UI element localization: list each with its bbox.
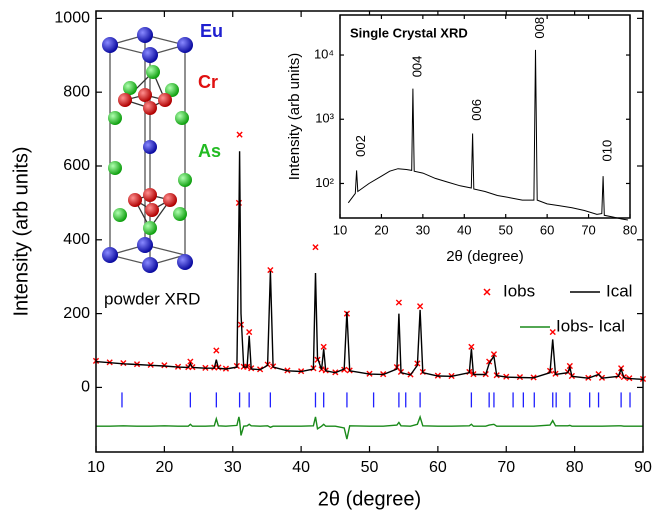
data-point <box>395 299 402 306</box>
data-point <box>320 343 327 350</box>
legend-label: Iobs- Ical <box>556 316 625 335</box>
data-point <box>161 362 168 369</box>
data-point <box>187 358 194 365</box>
x-tick-label: 10 <box>87 459 105 476</box>
x-tick-label: 80 <box>623 222 637 237</box>
x-tick-label: 90 <box>634 459 652 476</box>
y-tick-label: 400 <box>63 231 90 248</box>
data-point <box>490 351 498 358</box>
legend-label: Iobs <box>503 281 535 300</box>
x-tick-label: 80 <box>566 459 584 476</box>
data-point <box>468 343 475 350</box>
x-tick-label: 30 <box>224 459 242 476</box>
data-point <box>213 347 220 354</box>
y-tick-label: 10⁴ <box>314 46 334 61</box>
x-tick-label: 50 <box>498 222 512 237</box>
atom-label: Eu <box>200 21 223 41</box>
legend-label: Ical <box>606 281 632 300</box>
data-point <box>312 244 319 251</box>
peak-label: 010 <box>600 140 615 162</box>
x-tick-label: 30 <box>416 222 430 237</box>
y-tick-label: 800 <box>63 83 90 100</box>
y-tick-label: 200 <box>63 305 90 322</box>
x-tick-label: 10 <box>333 222 347 237</box>
atom-label: As <box>198 141 221 161</box>
data-point <box>120 359 127 367</box>
atom-label: Cr <box>198 72 218 92</box>
x-tick-label: 40 <box>457 222 471 237</box>
data-point <box>267 266 274 274</box>
frame <box>95 10 644 453</box>
x-axis-label: 2θ (degree) <box>318 488 421 510</box>
x-tick-label: 70 <box>497 459 515 476</box>
y-tick-label: 10³ <box>315 111 334 126</box>
x-tick-label: 60 <box>429 459 447 476</box>
plot-area <box>340 15 630 218</box>
x-tick-label: 20 <box>155 459 173 476</box>
data-point <box>246 328 253 336</box>
frame <box>339 14 631 219</box>
data-point <box>549 328 556 336</box>
peak-label: 004 <box>409 56 424 78</box>
data-point <box>417 303 424 310</box>
x-tick-label: 50 <box>361 459 379 476</box>
y-tick-label: 1000 <box>54 10 90 27</box>
data-line <box>347 49 628 221</box>
y-axis-label: Intensity (arb units) <box>10 146 32 316</box>
annotation: powder XRD <box>104 289 200 308</box>
x-tick-label: 40 <box>292 459 310 476</box>
crystal-structure <box>102 27 193 273</box>
y-tick-label: 10² <box>315 175 334 190</box>
data-line <box>95 151 644 380</box>
y-axis-label: Intensity (arb units) <box>286 53 303 181</box>
y-tick-label: 600 <box>63 157 90 174</box>
data-line <box>96 414 643 440</box>
x-tick-label: 60 <box>540 222 554 237</box>
peak-label: 008 <box>532 17 547 39</box>
x-tick-label: 70 <box>581 222 595 237</box>
x-axis-label: 2θ (degree) <box>446 248 524 265</box>
data-point <box>236 131 243 138</box>
peak-label: 006 <box>469 99 484 121</box>
x-tick-label: 20 <box>374 222 388 237</box>
legend-marker <box>483 288 491 296</box>
peak-label: 002 <box>353 135 368 157</box>
inset-title: Single Crystal XRD <box>350 25 468 40</box>
y-tick-label: 0 <box>81 379 90 396</box>
